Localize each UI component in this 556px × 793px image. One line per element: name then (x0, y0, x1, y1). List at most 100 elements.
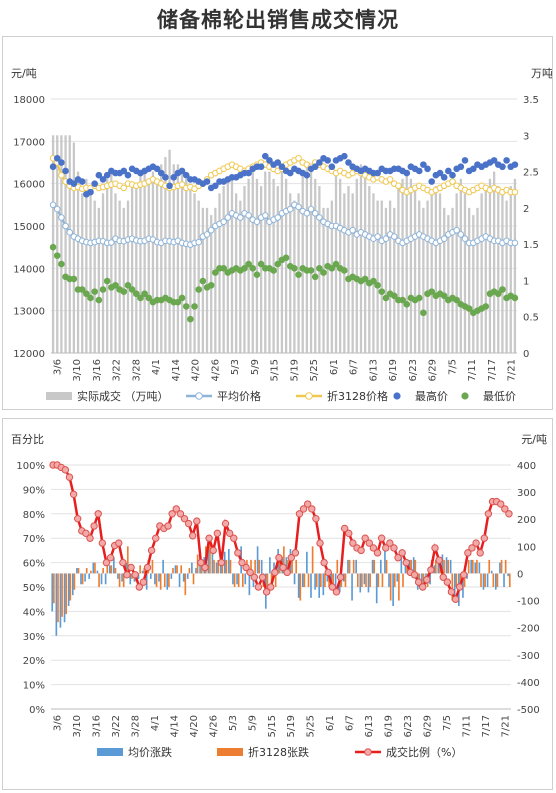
bar (158, 573, 160, 582)
y-left-tick-label: 0% (29, 705, 45, 716)
scatter-point (470, 165, 477, 173)
line-point (195, 238, 203, 246)
bar (114, 193, 117, 353)
scatter-point (120, 288, 128, 295)
bar (232, 573, 234, 585)
bar (221, 559, 224, 574)
x-tick-label: 6/29 (428, 359, 439, 381)
line-point (377, 534, 386, 542)
bar (351, 193, 354, 353)
bar (476, 207, 479, 353)
line-point (120, 184, 128, 192)
bar (230, 178, 234, 353)
x-tick-label: 6/29 (423, 715, 434, 737)
scatter-point (95, 171, 103, 179)
bar (285, 557, 288, 574)
bar (117, 573, 119, 579)
line-point (209, 546, 217, 555)
bar (100, 573, 103, 585)
bar (68, 135, 71, 353)
x-tick-label: 3/6 (53, 359, 64, 375)
x-tick-label: 3/10 (72, 359, 83, 381)
bar (139, 565, 141, 574)
line-point (98, 539, 107, 547)
legend-label: 折3128张跌 (248, 745, 309, 759)
bar (259, 186, 263, 353)
scatter-point (420, 161, 427, 168)
scatter-point (291, 265, 298, 272)
line-point (178, 181, 186, 188)
line-point (431, 544, 439, 552)
scatter-point (328, 163, 336, 171)
bar (170, 573, 173, 579)
bar (248, 573, 251, 596)
scatter-point (303, 171, 311, 179)
bar (122, 573, 125, 587)
line-point (135, 583, 144, 591)
bar (147, 178, 150, 353)
bar (471, 559, 474, 574)
bar (492, 171, 496, 353)
bar (330, 573, 333, 582)
scatter-point (112, 281, 119, 289)
line-point (414, 578, 423, 586)
scatter-point (440, 292, 448, 300)
legend-label: 平均价格 (217, 389, 261, 403)
scatter-point (378, 288, 386, 295)
bar (101, 193, 105, 353)
bar (61, 573, 63, 617)
scatter-point (324, 157, 331, 164)
y-left-tick-label: 15000 (13, 222, 45, 233)
line-point (119, 558, 127, 567)
bar (155, 573, 158, 587)
line-point (369, 544, 378, 552)
bar (293, 200, 296, 353)
bar (76, 568, 78, 574)
line-point (139, 578, 148, 586)
line-point (221, 519, 230, 528)
bar (513, 178, 517, 353)
bar (219, 559, 222, 574)
x-tick-label: 3/22 (112, 359, 123, 381)
bar (192, 573, 195, 585)
scatter-point (253, 271, 261, 278)
bar (443, 207, 446, 353)
bar (154, 573, 156, 585)
legend-swatch (97, 748, 123, 756)
x-tick-label: 5/9 (250, 359, 261, 375)
scatter-point (415, 294, 423, 302)
line-point (184, 519, 193, 528)
line-point (82, 529, 90, 538)
bar (376, 200, 379, 353)
x-tick-label: 4/20 (189, 715, 200, 737)
bar (118, 200, 121, 353)
x-tick-label: 7/17 (487, 359, 498, 381)
line-point (49, 201, 57, 209)
line-point (457, 231, 465, 238)
x-tick-label: 5/25 (309, 359, 320, 381)
scatter-point (162, 174, 169, 181)
x-tick-label: 3/28 (131, 359, 142, 381)
line-point (65, 473, 74, 481)
bar (490, 570, 493, 574)
scatter-point (428, 178, 436, 185)
bar (384, 207, 388, 353)
bar (322, 207, 325, 353)
bar (174, 565, 177, 574)
line-point (345, 529, 353, 538)
bar (488, 178, 492, 353)
bar (129, 573, 132, 585)
bar (160, 164, 163, 353)
scatter-point (182, 171, 190, 179)
scatter-point (316, 265, 323, 272)
bar (176, 565, 178, 574)
bar (266, 573, 269, 587)
bar (326, 207, 329, 353)
y-left-tick-label: 17000 (13, 137, 45, 148)
line-point (303, 210, 311, 217)
bar (299, 573, 302, 601)
bar (164, 157, 167, 353)
line-point (382, 544, 390, 552)
bar (400, 557, 403, 574)
bar (191, 562, 193, 574)
